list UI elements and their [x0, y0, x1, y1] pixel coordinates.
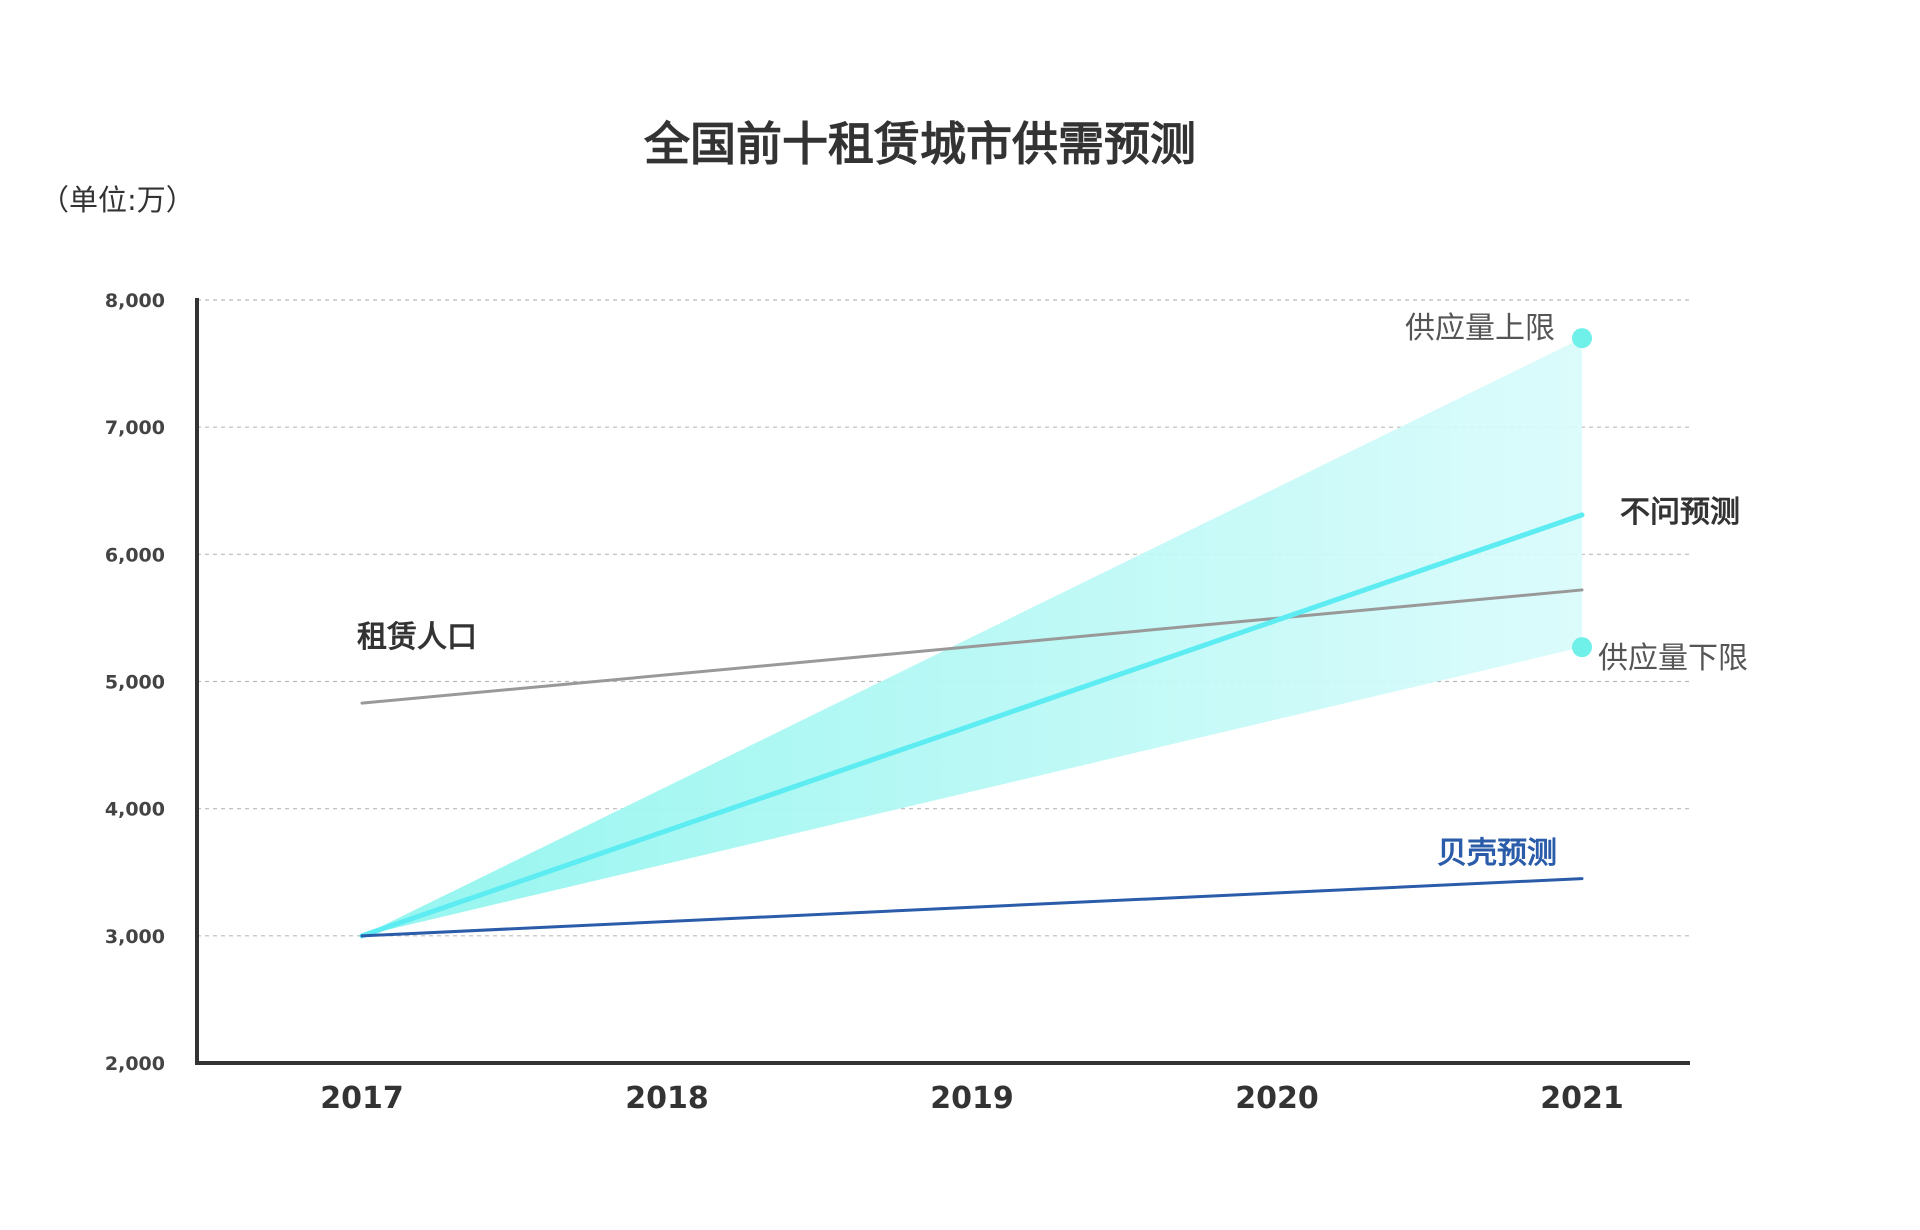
supply-lower-label: 供应量下限: [1598, 641, 1748, 676]
axes: [195, 298, 1690, 1065]
x-tick-label: 2017: [320, 1081, 404, 1116]
x-tick-label: 2019: [930, 1081, 1014, 1116]
series-label-buwen-forecast: 不问预测: [1620, 495, 1740, 530]
series-label-rental-population: 租赁人口: [357, 620, 477, 655]
x-tick-label: 2021: [1540, 1081, 1624, 1116]
series-line-rental-population: [360, 588, 1584, 705]
unit-label: （单位:万）: [40, 183, 195, 217]
series-layer: [359, 328, 1592, 939]
y-tick-labels: 2,000 3,000 4,000 5,000 6,000 7,000 8,000: [105, 290, 165, 1075]
y-tick-label: 4,000: [105, 799, 165, 821]
x-tick-label: 2018: [625, 1081, 709, 1116]
y-tick-label: 7,000: [105, 417, 165, 439]
y-tick-label: 6,000: [105, 544, 165, 566]
supply-upper-point: [1572, 328, 1592, 349]
x-tick-label: 2020: [1235, 1081, 1319, 1116]
y-tick-label: 3,000: [105, 926, 165, 948]
series-line-buwen-forecast: [359, 512, 1585, 939]
y-tick-label: 8,000: [105, 290, 165, 312]
chart-title: 全国前十租赁城市供需预测: [643, 117, 1196, 171]
supply-upper-label: 供应量上限: [1405, 311, 1555, 346]
y-tick-label: 5,000: [105, 672, 165, 694]
x-tick-labels: 2017 2018 2019 2020 2021: [320, 1081, 1624, 1116]
supply-lower-point: [1572, 637, 1592, 658]
y-tick-label: 2,000: [105, 1053, 165, 1075]
series-label-beike-forecast: 贝壳预测: [1437, 836, 1557, 871]
supply-band-layer: [362, 338, 1582, 936]
series-line-beike-forecast: [360, 877, 1584, 938]
supply-band: [362, 338, 1582, 936]
